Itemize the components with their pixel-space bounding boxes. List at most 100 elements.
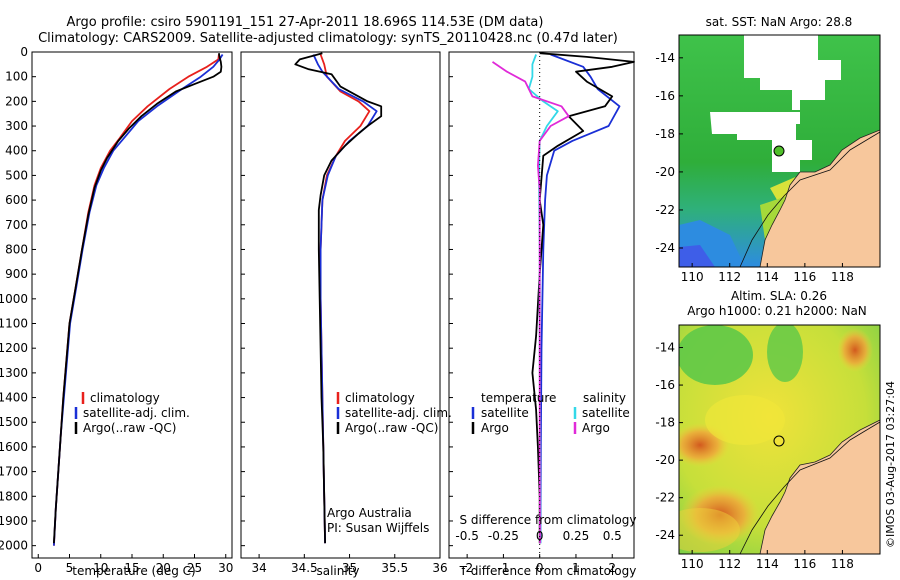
argo-position-marker	[773, 145, 785, 157]
x-tick-label: 15	[124, 561, 139, 575]
x-tick-label: -2	[461, 561, 473, 575]
map-y-tick-label: -20	[655, 453, 675, 467]
map-x-tick-label: 116	[793, 270, 816, 284]
difference-xlabel-top: S difference from climatology	[460, 513, 637, 527]
legend-label-s-satellite: satellite	[582, 406, 630, 420]
x-tick-label: 20	[156, 561, 171, 575]
y-tick-label: 300	[5, 119, 28, 133]
series-line-argo	[531, 52, 635, 544]
argo-position-marker	[773, 435, 785, 447]
sla-map	[679, 325, 880, 554]
x-tick-label: 5	[66, 561, 74, 575]
map-y-tick-label: -24	[655, 528, 675, 542]
map-y-tick-label: -18	[655, 416, 675, 430]
y-tick-label: 600	[5, 193, 28, 207]
y-tick-label: 1700	[0, 465, 28, 479]
x-tick-label: -1	[497, 561, 509, 575]
y-tick-label: 1500	[0, 415, 28, 429]
legend-label-satellite: satellite-adj. clim.	[345, 406, 452, 420]
y-tick-label: 1800	[0, 489, 28, 503]
x-tick-label-top: -0.25	[488, 529, 519, 543]
x-tick-label-top: 0.25	[563, 529, 590, 543]
sst-map-title: sat. SST: NaN Argo: 28.8	[706, 15, 853, 29]
temperature-xlabel: temperature (deg C)	[72, 564, 195, 578]
y-tick-label: 1200	[0, 341, 28, 355]
figure-title-line1: Argo profile: csiro 5901191_151 27-Apr-2…	[67, 15, 544, 30]
sst-map	[679, 35, 880, 267]
legend-label-climatology: climatology	[345, 391, 415, 405]
x-tick-label-top: -0.5	[455, 529, 478, 543]
temperature-plot: 0 5 10 15 20 25 300100200300400500600700800900…	[0, 45, 233, 575]
salinity-legend: climatology satellite-adj. clim. Argo(..…	[336, 391, 452, 435]
series-line-satellite-adj-clim-	[53, 54, 224, 546]
map-y-tick-label: -14	[655, 341, 675, 355]
temperature-legend: climatology satellite-adj. clim. Argo(..…	[74, 391, 190, 435]
difference-panel	[448, 51, 635, 559]
y-tick-label: 2000	[0, 539, 28, 553]
map-x-tick-label: 114	[756, 557, 779, 571]
map-y-tick-label: -14	[655, 51, 675, 65]
y-tick-label: 700	[5, 218, 28, 232]
salinity-xlabel: salinity	[316, 564, 359, 578]
series-line-climatology	[53, 54, 220, 546]
y-tick-label: 500	[5, 168, 28, 182]
sla-map-subtitle: Argo h1000: 0.21 h2000: NaN	[687, 304, 867, 318]
sla-map-frame	[678, 324, 881, 555]
legend-label-satellite: satellite-adj. clim.	[83, 406, 190, 420]
y-tick-label: 1900	[0, 514, 28, 528]
x-tick-label: 30	[218, 561, 233, 575]
x-tick-label: 35	[342, 561, 357, 575]
x-tick-label: 36	[432, 561, 447, 575]
y-tick-label: 1300	[0, 366, 28, 380]
map-x-tick-label: 110	[681, 270, 704, 284]
series-line-satellite	[539, 53, 621, 544]
y-tick-label: 800	[5, 242, 28, 256]
y-tick-label: 1600	[0, 440, 28, 454]
legend-label-t-satellite: satellite	[481, 406, 529, 420]
y-tick-label: 1100	[0, 317, 28, 331]
legend-label-argo: Argo(..raw -QC)	[83, 421, 176, 435]
credit-line2: PI: Susan Wijffels	[327, 521, 429, 535]
map-y-tick-label: -22	[655, 203, 675, 217]
map-x-tick-label: 112	[718, 270, 741, 284]
y-tick-label: 1000	[0, 292, 28, 306]
map-y-tick-label: -22	[655, 491, 675, 505]
x-tick-label: 1	[572, 561, 580, 575]
x-tick-label: 2	[608, 561, 616, 575]
difference-xlabel: T difference from climatology	[459, 564, 637, 578]
legend-label-s-argo: Argo	[582, 421, 610, 435]
legend-label-t-argo: Argo	[481, 421, 509, 435]
map-y-tick-label: -18	[655, 127, 675, 141]
legend-title-salinity: salinity	[583, 391, 626, 405]
map-x-tick-label: 118	[831, 270, 854, 284]
map-x-tick-label: 114	[756, 270, 779, 284]
series-line-argo-raw-qc-	[294, 52, 383, 544]
salinity-panel	[240, 51, 441, 559]
salinity-plot: 34 34.5 35 35.5 36	[241, 51, 448, 575]
y-tick-label: 100	[5, 70, 28, 84]
map-y-tick-label: -24	[655, 241, 675, 255]
map-y-tick-label: -16	[655, 89, 675, 103]
y-tick-label: 0	[20, 45, 28, 59]
sst-map-axes: 110 112 114 116 118 -14 -16 -18 -20 -22 -24	[655, 51, 853, 284]
series-line-argo	[491, 61, 570, 544]
figure-title-line2: Climatology: CARS2009. Satellite-adjuste…	[38, 31, 618, 46]
x-tick-label: 10	[93, 561, 108, 575]
series-line-climatology	[319, 54, 371, 544]
y-tick-label: 900	[5, 267, 28, 281]
sst-map-frame	[678, 34, 881, 268]
legend-label-climatology: climatology	[90, 391, 160, 405]
series-line-argo-raw-qc-	[53, 53, 223, 544]
x-tick-label: 25	[187, 561, 202, 575]
credit-line1: Argo Australia	[327, 506, 412, 520]
x-tick-label: 35.5	[381, 561, 408, 575]
y-tick-label: 200	[5, 94, 28, 108]
sla-map-axes: 110 112 114 116 118 -14 -16 -18 -20 -22 -24	[655, 341, 853, 571]
difference-legend: temperature salinity satellite Argo sate…	[471, 391, 630, 435]
map-x-tick-label: 112	[718, 557, 741, 571]
y-tick-label: 400	[5, 144, 28, 158]
legend-title-temperature: temperature	[481, 391, 556, 405]
map-x-tick-label: 110	[681, 557, 704, 571]
